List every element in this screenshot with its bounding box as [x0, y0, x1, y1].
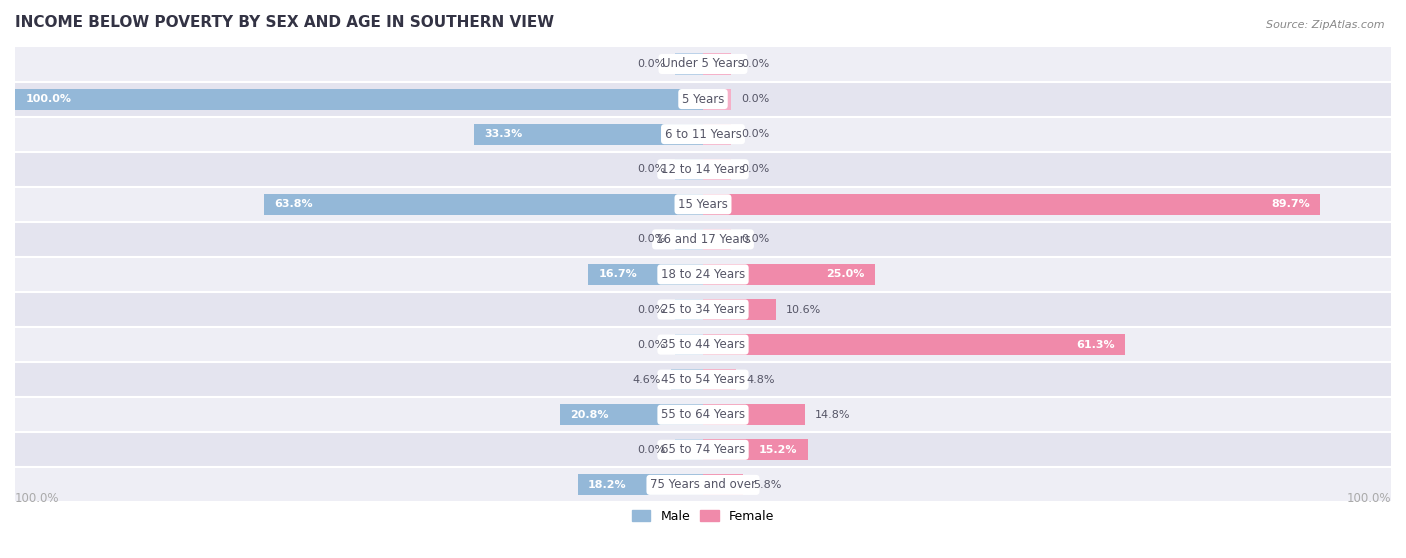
Text: 33.3%: 33.3% — [484, 129, 523, 139]
Text: 45 to 54 Years: 45 to 54 Years — [661, 373, 745, 386]
Bar — [15, 117, 1391, 152]
Bar — [703, 299, 776, 320]
Bar — [15, 89, 703, 109]
Bar — [703, 334, 1125, 355]
Bar — [15, 187, 1391, 222]
Bar — [703, 194, 731, 215]
Text: 75 Years and over: 75 Years and over — [650, 478, 756, 492]
Bar — [703, 334, 731, 355]
Bar — [15, 468, 1391, 502]
Text: 0.0%: 0.0% — [637, 164, 665, 174]
Text: 63.8%: 63.8% — [274, 199, 314, 209]
Text: 0.0%: 0.0% — [637, 59, 665, 69]
Bar — [703, 439, 731, 460]
Bar — [15, 222, 1391, 257]
Text: 12 to 14 Years: 12 to 14 Years — [661, 163, 745, 176]
Bar — [703, 194, 1320, 215]
Text: 15 Years: 15 Years — [678, 198, 728, 211]
Text: Source: ZipAtlas.com: Source: ZipAtlas.com — [1267, 20, 1385, 30]
Text: 55 to 64 Years: 55 to 64 Years — [661, 408, 745, 421]
Text: 16.7%: 16.7% — [599, 270, 637, 280]
Text: 0.0%: 0.0% — [637, 340, 665, 350]
Bar — [675, 299, 703, 320]
Bar — [15, 81, 1391, 117]
Text: 0.0%: 0.0% — [637, 445, 665, 455]
Text: 0.0%: 0.0% — [741, 94, 769, 104]
Bar — [703, 264, 731, 285]
Bar — [15, 257, 1391, 292]
Text: 4.8%: 4.8% — [747, 374, 775, 384]
Bar — [675, 89, 703, 109]
Text: 15.2%: 15.2% — [759, 445, 797, 455]
Text: 100.0%: 100.0% — [1347, 492, 1391, 505]
Bar — [703, 404, 804, 425]
Text: Under 5 Years: Under 5 Years — [662, 57, 744, 70]
Text: 0.0%: 0.0% — [741, 234, 769, 244]
Text: 0.0%: 0.0% — [741, 164, 769, 174]
Text: 20.8%: 20.8% — [571, 410, 609, 420]
Bar — [703, 264, 875, 285]
Bar — [703, 369, 735, 390]
Text: 18.2%: 18.2% — [588, 480, 627, 490]
Bar — [15, 46, 1391, 81]
Bar — [675, 54, 703, 75]
Text: 0.0%: 0.0% — [741, 59, 769, 69]
Text: 100.0%: 100.0% — [15, 492, 59, 505]
Bar — [703, 124, 731, 145]
Text: 25 to 34 Years: 25 to 34 Years — [661, 303, 745, 316]
Text: 6 to 11 Years: 6 to 11 Years — [665, 128, 741, 141]
Text: 5.8%: 5.8% — [754, 480, 782, 490]
Bar — [703, 474, 742, 496]
Bar — [15, 292, 1391, 327]
Text: 25.0%: 25.0% — [827, 270, 865, 280]
Legend: Male, Female: Male, Female — [627, 505, 779, 528]
Bar — [703, 299, 731, 320]
Bar — [15, 327, 1391, 362]
Bar — [675, 194, 703, 215]
Bar — [588, 264, 703, 285]
Bar — [703, 439, 807, 460]
Bar — [675, 264, 703, 285]
Text: 4.6%: 4.6% — [633, 374, 661, 384]
Bar — [578, 474, 703, 496]
Bar — [703, 404, 731, 425]
Bar — [675, 404, 703, 425]
Bar — [15, 432, 1391, 468]
Bar — [474, 124, 703, 145]
Text: 5 Years: 5 Years — [682, 93, 724, 105]
Bar — [560, 404, 703, 425]
Text: 35 to 44 Years: 35 to 44 Years — [661, 338, 745, 351]
Bar — [675, 474, 703, 496]
Text: 10.6%: 10.6% — [786, 305, 821, 315]
Text: 89.7%: 89.7% — [1271, 199, 1310, 209]
Bar — [675, 439, 703, 460]
Text: INCOME BELOW POVERTY BY SEX AND AGE IN SOUTHERN VIEW: INCOME BELOW POVERTY BY SEX AND AGE IN S… — [15, 15, 554, 30]
Bar — [675, 158, 703, 180]
Text: 0.0%: 0.0% — [741, 129, 769, 139]
Bar — [703, 158, 731, 180]
Bar — [703, 474, 731, 496]
Text: 14.8%: 14.8% — [815, 410, 851, 420]
Text: 16 and 17 Years: 16 and 17 Years — [655, 233, 751, 246]
Bar — [703, 369, 731, 390]
Bar — [675, 229, 703, 250]
Bar — [703, 229, 731, 250]
Bar — [703, 89, 731, 109]
Bar — [264, 194, 703, 215]
Bar — [15, 397, 1391, 432]
Bar — [675, 124, 703, 145]
Text: 100.0%: 100.0% — [25, 94, 72, 104]
Text: 18 to 24 Years: 18 to 24 Years — [661, 268, 745, 281]
Bar — [15, 152, 1391, 187]
Bar — [671, 369, 703, 390]
Bar — [15, 362, 1391, 397]
Text: 61.3%: 61.3% — [1076, 340, 1115, 350]
Bar — [703, 54, 731, 75]
Text: 65 to 74 Years: 65 to 74 Years — [661, 443, 745, 456]
Text: 0.0%: 0.0% — [637, 305, 665, 315]
Bar — [675, 334, 703, 355]
Text: 0.0%: 0.0% — [637, 234, 665, 244]
Bar — [675, 369, 703, 390]
